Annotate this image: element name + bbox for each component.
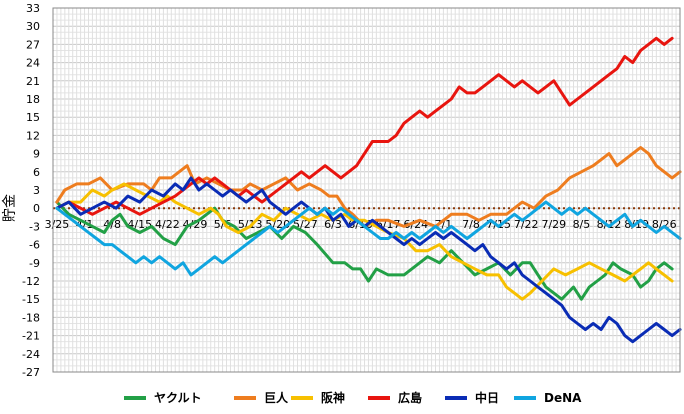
legend-label: 巨人 [264,390,289,405]
x-tick-label: 8/26 [652,218,677,231]
y-tick-label: 33 [26,2,40,15]
legend-label: ヤクルト [154,391,202,405]
y-tick-label: -3 [29,220,40,233]
legend-label: DeNA [544,391,582,405]
x-tick-label: 7/8 [462,218,480,231]
series-line-5 [55,200,682,277]
y-tick-label: -15 [22,293,40,306]
y-tick-label: 12 [26,129,40,142]
x-tick-label: 3/25 [45,218,70,231]
y-tick-label: 15 [26,111,40,124]
legend: ヤクルト 巨人 阪神 広島 中日 DeNA [124,390,582,405]
y-tick-label: -9 [29,257,40,270]
grid [53,7,681,373]
y-tick-label: 30 [26,20,40,33]
y-tick-label: -12 [22,275,40,288]
y-tick-label: 27 [26,38,40,51]
y-tick-label: 3 [33,184,40,197]
x-tick-label: 7/29 [541,218,566,231]
series-line-3 [55,36,674,216]
legend-label: 中日 [475,390,499,405]
x-tick-label: 6/3 [324,218,342,231]
x-tick-label: 4/29 [183,218,208,231]
series-lines [55,36,682,344]
y-tick-label: 9 [33,148,40,161]
y-tick-label: 24 [26,57,40,70]
legend-label: 広島 [398,390,422,405]
y-tick-label: -27 [22,366,40,379]
y-tick-label: -21 [22,330,40,343]
x-tick-label: 7/22 [514,218,539,231]
y-tick-labels: 33302724211815129630-3-6-9-12-15-18-21-2… [22,2,40,379]
y-tick-label: 21 [26,75,40,88]
y-tick-label: 0 [33,202,40,215]
series-line-4 [55,176,682,344]
y-tick-label: -24 [22,348,40,361]
y-tick-label: 6 [33,166,40,179]
plot-frame [52,7,681,373]
x-tick-label: 4/22 [155,218,180,231]
y-axis-label: 貯金 [2,194,18,222]
legend-label: 阪神 [321,390,345,405]
y-tick-label: -6 [29,239,40,252]
y-tick-label: 18 [26,93,40,106]
y-tick-label: -18 [22,311,40,324]
series-line-0 [55,200,674,301]
x-tick-label: 8/5 [573,218,591,231]
